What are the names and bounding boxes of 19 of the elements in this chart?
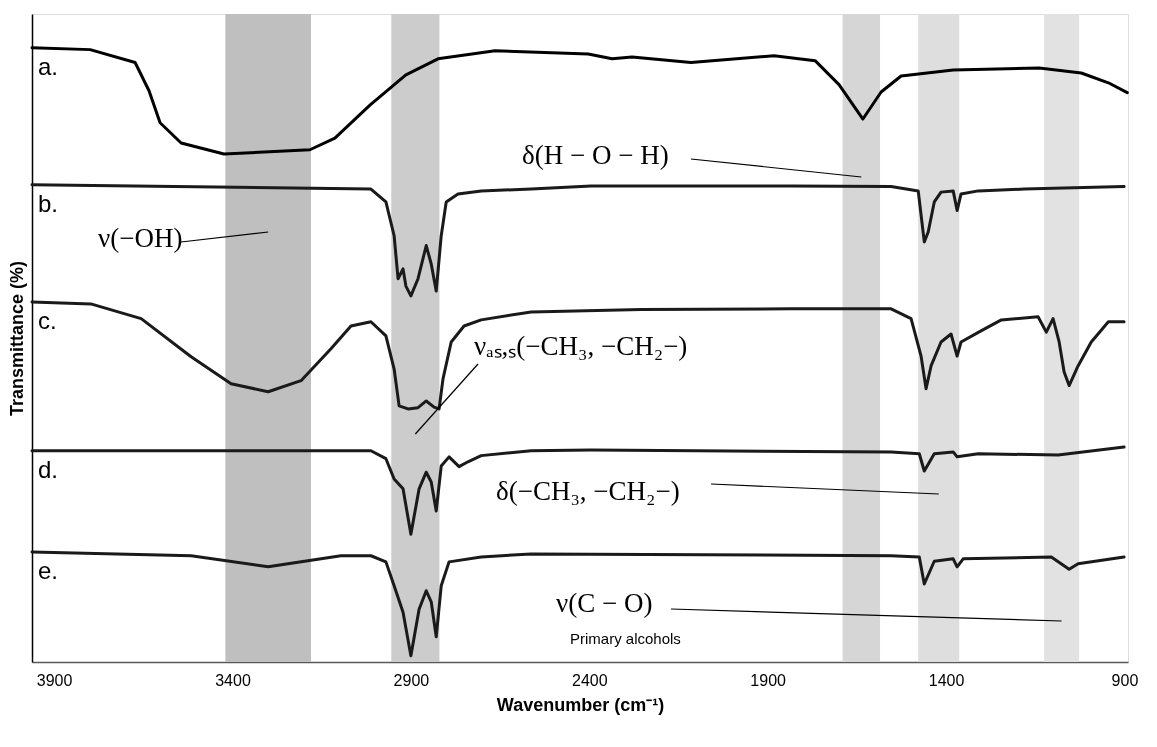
x-tick-label: 900 [1111,671,1139,689]
x-tick-label: 2900 [393,671,430,689]
x-tick-label: 3900 [36,671,73,689]
series-label: c. [38,307,57,335]
y-axis-title: Transmittance (%) [6,260,27,417]
band-label: νₐₛ,ₛ(−CH₃, −CH₂−) [474,331,688,361]
band-label: δ(−CH₃, −CH₂−) [496,476,680,506]
x-tick-label: 3400 [215,671,251,689]
band-label: δ(H − O − H) [522,140,669,170]
series-label: b. [38,189,59,217]
x-tick-label: 1400 [928,671,965,689]
band-label: ν(C − O) Primary alcohols [556,588,681,647]
x-axis-title: Wavenumber (cm⁻¹) [496,694,665,715]
series-label: a. [38,52,59,80]
series-label: d. [38,455,59,483]
series-label: e. [38,557,59,585]
x-tick-label: 1900 [750,671,787,689]
band-label: ν(−OH) [98,223,183,253]
x-tick-label: 2400 [571,671,608,689]
